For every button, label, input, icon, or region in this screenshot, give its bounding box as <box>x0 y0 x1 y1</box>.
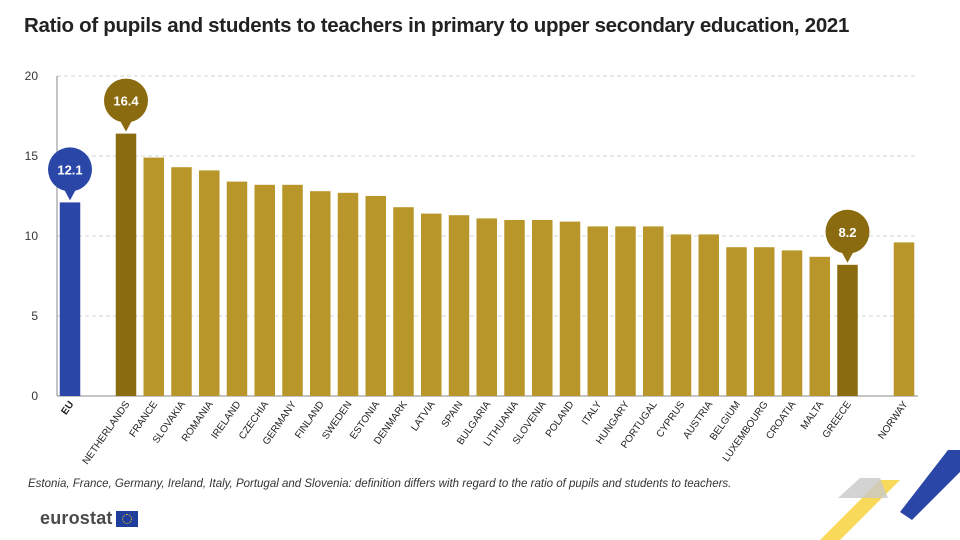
bar-romania <box>199 170 220 396</box>
callout-greece: 8.2 <box>825 209 870 263</box>
bar-portugal <box>643 226 664 396</box>
logo-text: eurostat <box>40 508 113 528</box>
eurostat-logo: eurostat <box>40 508 138 529</box>
value-callouts: 12.1 16.4 8.2 <box>48 78 870 263</box>
bar-denmark <box>393 207 414 396</box>
bar-croatia <box>781 250 803 396</box>
bar-luxembourg <box>754 247 775 396</box>
y-tick-label: 0 <box>31 389 38 403</box>
callout-value: 12.1 <box>57 162 82 177</box>
bar-czechia <box>254 184 275 396</box>
bar-norway <box>893 242 915 396</box>
bars <box>59 133 915 396</box>
bar-greece <box>837 264 858 396</box>
bar-slovenia <box>532 220 553 396</box>
bar-lithuania <box>504 220 525 396</box>
bar-bulgaria <box>476 218 497 396</box>
chart-title: Ratio of pupils and students to teachers… <box>24 14 850 37</box>
bar-ireland <box>226 181 248 396</box>
bar-finland <box>310 191 331 396</box>
eu-flag-icon <box>115 510 138 527</box>
footnote: Estonia, France, Germany, Ireland, Italy… <box>28 478 732 490</box>
bar-latvia <box>421 213 442 396</box>
bar-cyprus <box>670 234 692 396</box>
bar-eu <box>59 202 81 396</box>
callout-netherlands: 16.4 <box>104 78 148 132</box>
bar-slovakia <box>171 167 192 396</box>
callout-value: 8.2 <box>838 225 856 240</box>
y-tick-label: 15 <box>25 149 39 163</box>
bar-sweden <box>337 192 359 396</box>
callout-eu: 12.1 <box>48 147 92 201</box>
bar-italy <box>587 226 608 396</box>
bar-germany <box>282 184 303 396</box>
bar-poland <box>559 221 581 396</box>
bar-austria <box>698 234 719 396</box>
callout-value: 16.4 <box>113 94 139 109</box>
y-tick-label: 10 <box>25 229 39 243</box>
bar-estonia <box>365 196 386 396</box>
bar-hungary <box>615 226 636 396</box>
bar-belgium <box>726 247 747 396</box>
bar-netherlands <box>115 133 137 396</box>
bar-malta <box>809 256 830 396</box>
bar-spain <box>448 215 470 396</box>
bar-france <box>143 157 164 396</box>
y-tick-label: 5 <box>31 309 38 323</box>
y-tick-label: 20 <box>25 69 39 83</box>
